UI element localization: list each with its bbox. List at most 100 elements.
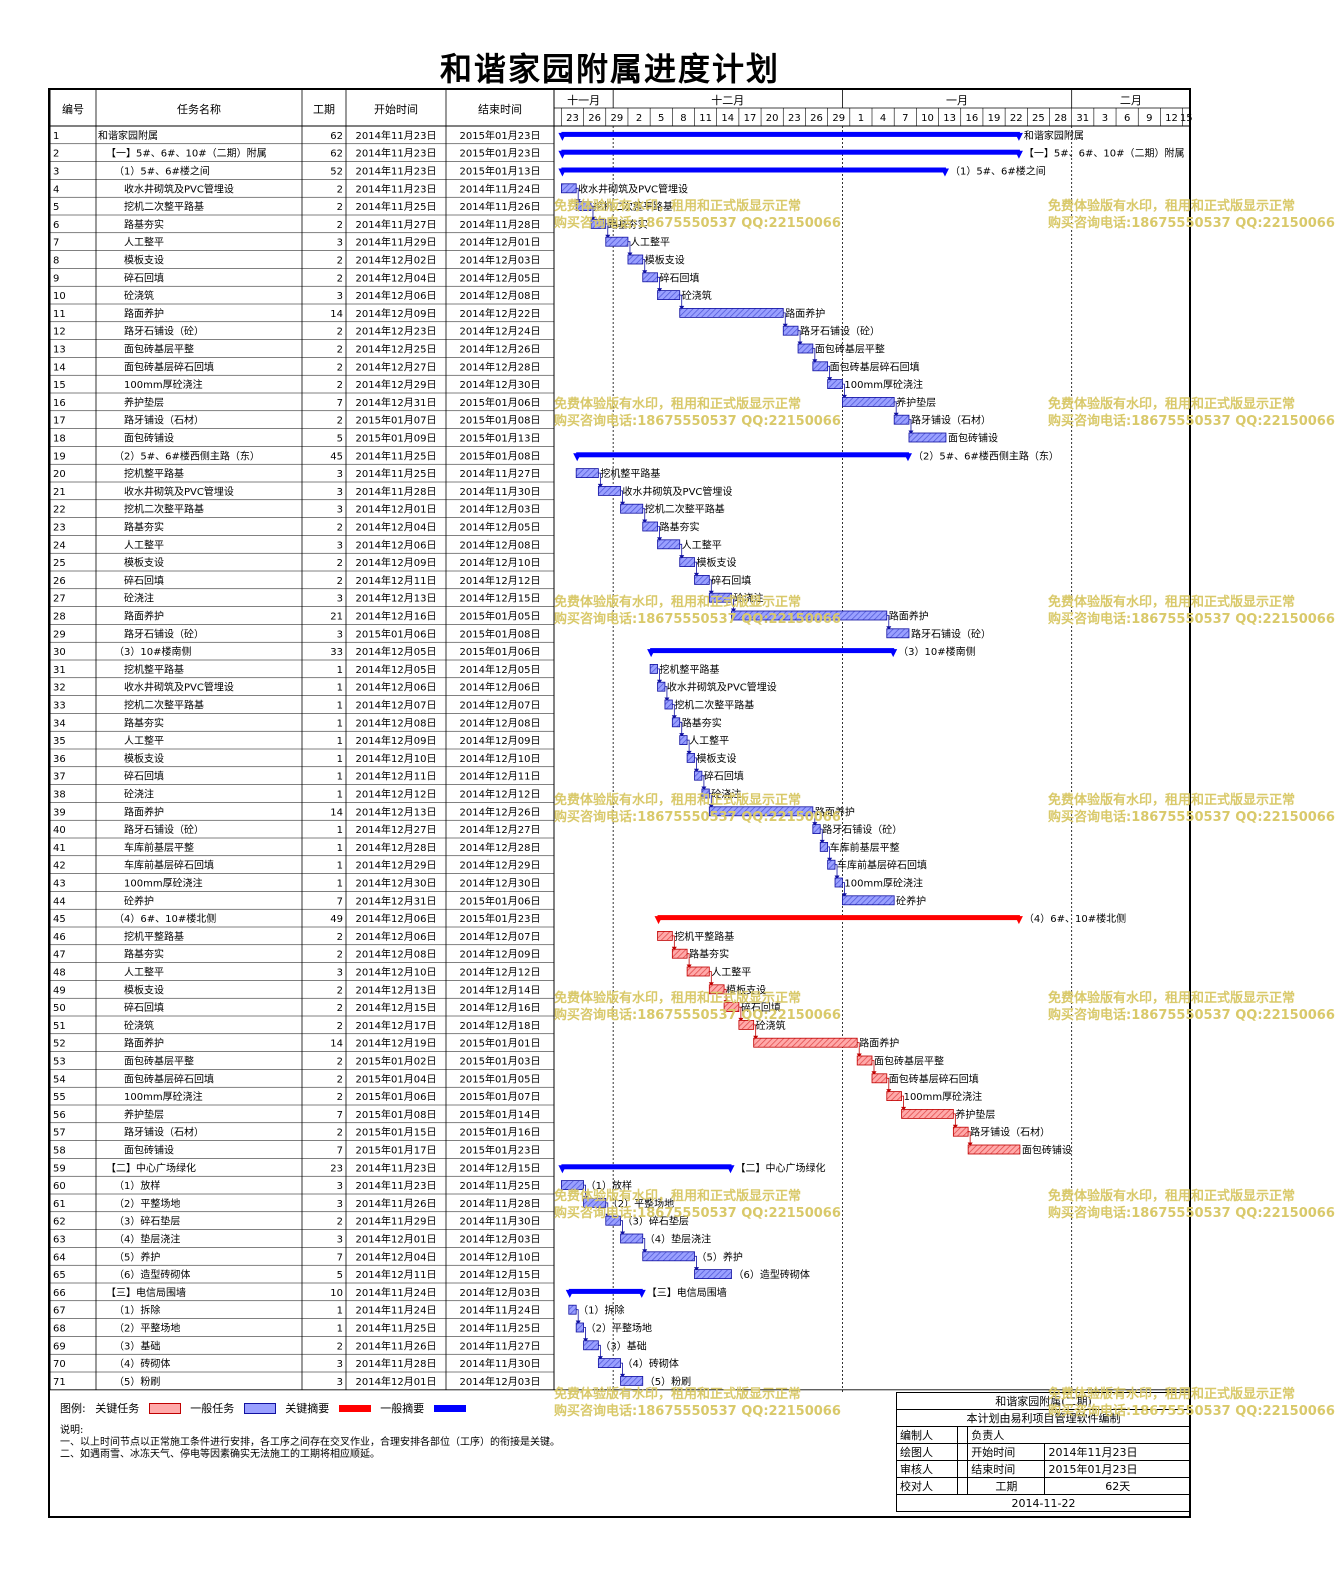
task-no: 13 [53, 345, 66, 356]
task-duration: 5 [337, 434, 343, 445]
dependency-arrow [827, 857, 833, 862]
task-no: 71 [53, 1377, 66, 1388]
dependency-connector [620, 490, 623, 505]
task-end: 2014年12月24日 [460, 325, 541, 338]
day-tick-label: 22 [1010, 113, 1023, 124]
summary-bar [568, 1288, 643, 1294]
task-no: 24 [53, 540, 66, 551]
bar-label: 砼浇筑 [756, 1019, 786, 1032]
task-no: 30 [53, 647, 66, 658]
task-bar [679, 735, 688, 745]
bar-label: 砼养护 [896, 894, 926, 907]
task-end: 2014年12月07日 [460, 930, 541, 943]
dependency-connector [679, 721, 683, 737]
task-no: 33 [53, 701, 66, 712]
task-duration: 5 [337, 1270, 343, 1281]
signoff-dur-val: 62天 [1044, 1477, 1191, 1495]
task-duration: 45 [330, 451, 343, 462]
day-tick-label: 29 [832, 113, 845, 124]
summary-bar-start-cap [654, 916, 663, 925]
task-name: 人工整平 [124, 734, 164, 747]
task-start: 2014年12月29日 [356, 859, 437, 872]
task-no: 64 [53, 1252, 66, 1263]
task-bar [731, 610, 888, 621]
task-name: 车库前基层平整 [124, 841, 194, 854]
bar-label: 路面养护 [815, 805, 855, 818]
task-no: 51 [53, 1021, 66, 1032]
bar-label: 人工整平 [682, 538, 722, 551]
dependency-connector [598, 1344, 601, 1360]
dependency-arrow [597, 1356, 603, 1361]
signoff-dur-label: 工期 [967, 1477, 1046, 1495]
task-bar [694, 770, 703, 781]
day-tick-label: 15 [1180, 113, 1193, 124]
task-end: 2014年12月15日 [460, 1161, 541, 1174]
task-duration: 2 [337, 1128, 343, 1139]
task-end: 2014年11月28日 [460, 218, 541, 231]
summary-bar [561, 149, 1020, 155]
task-start: 2014年12月23日 [356, 325, 437, 338]
legend-critical-summary-label: 关键摘要 [285, 1402, 330, 1415]
legend-critical-task-label: 关键任务 [95, 1402, 140, 1415]
task-start: 2015年01月09日 [356, 432, 437, 445]
summary-bar-start-cap [558, 132, 567, 141]
task-start: 2014年11月28日 [356, 485, 437, 498]
dependency-connector [687, 739, 690, 754]
task-duration: 1 [337, 1306, 343, 1317]
task-start: 2014年12月06日 [356, 538, 437, 551]
summary-bar-start-cap [558, 168, 567, 177]
dependency-arrow [871, 1071, 877, 1076]
task-no: 19 [53, 451, 66, 462]
dependency-connector [812, 810, 816, 826]
task-start: 2014年11月23日 [356, 1179, 437, 1192]
task-no: 57 [53, 1128, 66, 1139]
task-bar [708, 592, 732, 603]
task-no: 54 [53, 1074, 66, 1085]
dependency-connector [605, 1202, 609, 1217]
task-bar [597, 485, 621, 496]
task-bar [871, 1073, 888, 1084]
task-name: 挖机整平路基 [124, 467, 184, 480]
bar-label: （1）放样 [586, 1179, 632, 1192]
task-name: 【三】电信局围墙 [106, 1286, 186, 1299]
task-start: 2014年12月31日 [356, 894, 437, 907]
task-end: 2015年01月23日 [460, 1144, 541, 1157]
signoff-project: 和谐家园附属(二期) [896, 1392, 1191, 1410]
task-end: 2014年12月09日 [460, 948, 541, 961]
summary-bar-start-cap [565, 1289, 574, 1298]
task-bar [886, 628, 910, 639]
task-duration: 1 [337, 701, 343, 712]
task-name: 模板支设 [124, 556, 164, 569]
bar-label: 面包砖基层平整 [874, 1055, 944, 1068]
task-bar [568, 1304, 577, 1315]
task-no: 2 [53, 149, 59, 160]
task-start: 2014年12月15日 [356, 1001, 437, 1014]
dependency-connector [731, 597, 734, 612]
task-bar [694, 1269, 732, 1279]
task-name: 碎石回填 [124, 271, 164, 284]
task-start: 2014年11月23日 [356, 1161, 437, 1174]
task-bar [642, 1251, 695, 1262]
task-name: 路牙石铺设（砼） [124, 823, 204, 836]
task-end: 2014年12月03日 [460, 254, 541, 267]
bar-label: 碎石回填 [704, 770, 744, 783]
task-no: 45 [53, 914, 66, 925]
task-no: 8 [53, 256, 59, 267]
task-duration: 1 [337, 772, 343, 783]
task-bar [642, 272, 658, 283]
dependency-arrow [738, 1017, 744, 1022]
summary-bar-start-cap [558, 1165, 567, 1174]
task-end: 2014年12月07日 [460, 699, 541, 712]
task-no: 67 [53, 1306, 66, 1317]
task-end: 2014年12月26日 [460, 805, 541, 818]
dependency-connector [827, 365, 831, 381]
dependency-arrow [686, 750, 692, 755]
task-duration: 1 [337, 879, 343, 890]
dependency-arrow [694, 1267, 700, 1272]
task-bar [782, 325, 799, 336]
bar-label: 模板支设 [726, 983, 766, 996]
dependency-connector [827, 846, 831, 861]
bar-label: 人工整平 [689, 734, 729, 747]
day-tick-label: 10 [921, 113, 934, 124]
